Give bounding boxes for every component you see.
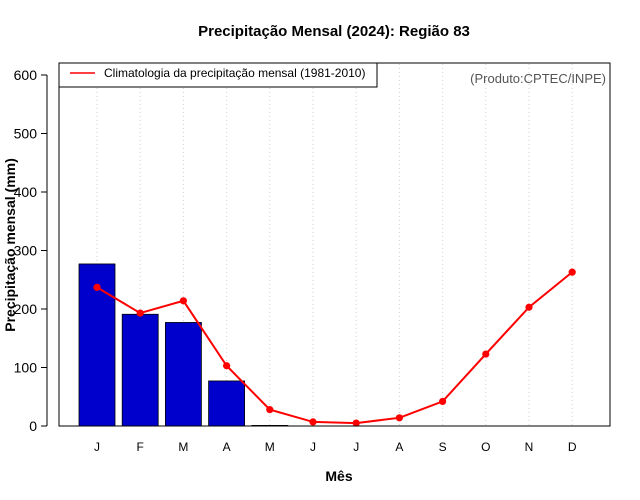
source-annotation: (Produto:CPTEC/INPE) [470,71,606,86]
climatology-point-11 [568,268,576,276]
bar-1 [121,313,159,427]
x-tick-label: J [353,440,359,454]
climatology-point-1 [136,309,144,317]
x-tick-label: D [568,440,577,454]
x-tick-label: O [481,440,490,454]
climatology-line [96,271,573,425]
climatology-point-5 [309,418,317,426]
legend-box [58,62,378,88]
climatology-point-10 [525,303,533,311]
y-axis: 0 100 200 300 400 500 600 [14,67,48,434]
x-tick-label: A [395,440,403,454]
grid-lines [96,64,573,425]
climatology-point-9 [482,350,490,358]
x-tick-label: F [137,440,144,454]
y-tick-label: 400 [14,184,38,200]
climatology-point-2 [179,297,187,305]
x-axis-label: Mês [325,468,352,484]
bar-2 [164,322,202,427]
bar-3 [208,380,246,427]
legend: Climatologia da precipitação mensal (198… [58,62,378,88]
climatology-point-0 [93,283,101,291]
bars-layer [78,263,289,427]
y-axis-label: Precipitação mensal (mm) [2,158,18,332]
x-tick-label: M [265,440,275,454]
climatology-line-layer [93,268,576,427]
x-tick-label: N [525,440,534,454]
climatology-point-8 [439,397,447,406]
x-tick-label: J [94,440,100,454]
chart-title: Precipitação Mensal (2024): Região 83 [198,23,470,40]
y-tick-label: 100 [14,360,38,376]
y-tick-label: 500 [14,126,38,142]
x-tick-label: A [223,440,231,454]
x-tick-label: J [310,440,316,454]
y-tick-label: 0 [29,418,37,434]
climatology-point-4 [266,406,274,414]
climatology-point-7 [395,414,403,422]
bar-0 [78,263,116,427]
x-tick-label: M [178,440,188,454]
y-tick-label: 600 [14,67,38,83]
legend-label: Climatologia da precipitação mensal (198… [104,66,365,80]
climatology-point-3 [223,362,231,370]
y-tick-label: 300 [14,243,38,259]
y-tick-label: 200 [14,301,38,317]
climatology-point-6 [352,419,360,427]
x-tick-label: S [439,440,447,454]
